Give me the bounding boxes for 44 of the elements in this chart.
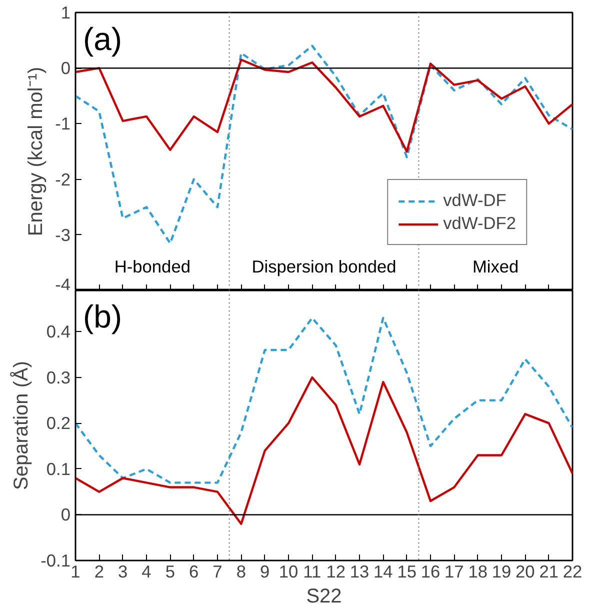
y-tick-label: 0 (60, 58, 71, 78)
line-series (76, 58, 572, 153)
legend-label: vdW-DF2 (443, 213, 516, 234)
x-tick-label: 17 (444, 562, 464, 582)
annotation: H-bonded (114, 256, 190, 277)
x-tick-label: 19 (492, 562, 512, 582)
x-axis-title: S22 (306, 586, 342, 608)
annotation: (b) (82, 298, 122, 335)
y-tick-label: -1 (55, 114, 71, 134)
annotation: Dispersion bonded (252, 256, 396, 277)
x-tick-label: 5 (165, 562, 175, 582)
y-tick-label: 0.1 (46, 458, 71, 479)
y-tick-label: 0.3 (46, 367, 71, 388)
x-tick-label: 21 (539, 562, 558, 582)
x-tick-label: 7 (212, 562, 222, 582)
x-tick-label: 3 (118, 562, 128, 582)
y-tick-label: -2 (55, 169, 71, 190)
x-tick-label: 10 (278, 562, 298, 582)
y-tick-label: 0.2 (46, 413, 71, 434)
y-tick-label: -3 (55, 224, 71, 245)
x-tick-label: 18 (468, 562, 488, 582)
x-tick-label: 12 (326, 562, 346, 582)
y-axis-title: Separation (Å) (10, 361, 33, 490)
legend-label: vdW-DF (443, 190, 506, 211)
annotation: Mixed (472, 256, 519, 277)
x-tick-label: 16 (420, 562, 440, 582)
y-axis-title: Energy (kcal mol⁻¹) (25, 66, 48, 236)
x-tick-label: 9 (260, 562, 270, 582)
x-tick-label: 20 (516, 562, 535, 582)
x-tick-label: 11 (303, 562, 322, 582)
line-series (76, 376, 572, 525)
y-tick-label: 0 (60, 504, 71, 525)
y-tick-label: -0.1 (40, 550, 70, 570)
x-tick-label: 15 (397, 562, 416, 582)
y-tick-label: 0.4 (46, 322, 71, 342)
x-tick-label: 8 (236, 562, 246, 582)
x-tick-label: 22 (562, 562, 582, 582)
x-tick-label: 14 (374, 562, 394, 582)
x-tick-label: 6 (189, 562, 199, 582)
y-tick-label: 1 (60, 2, 71, 22)
annotation: (a) (82, 20, 122, 57)
x-tick-label: 2 (94, 562, 104, 582)
x-tick-label: 13 (350, 562, 370, 582)
x-tick-label: 4 (142, 562, 152, 582)
